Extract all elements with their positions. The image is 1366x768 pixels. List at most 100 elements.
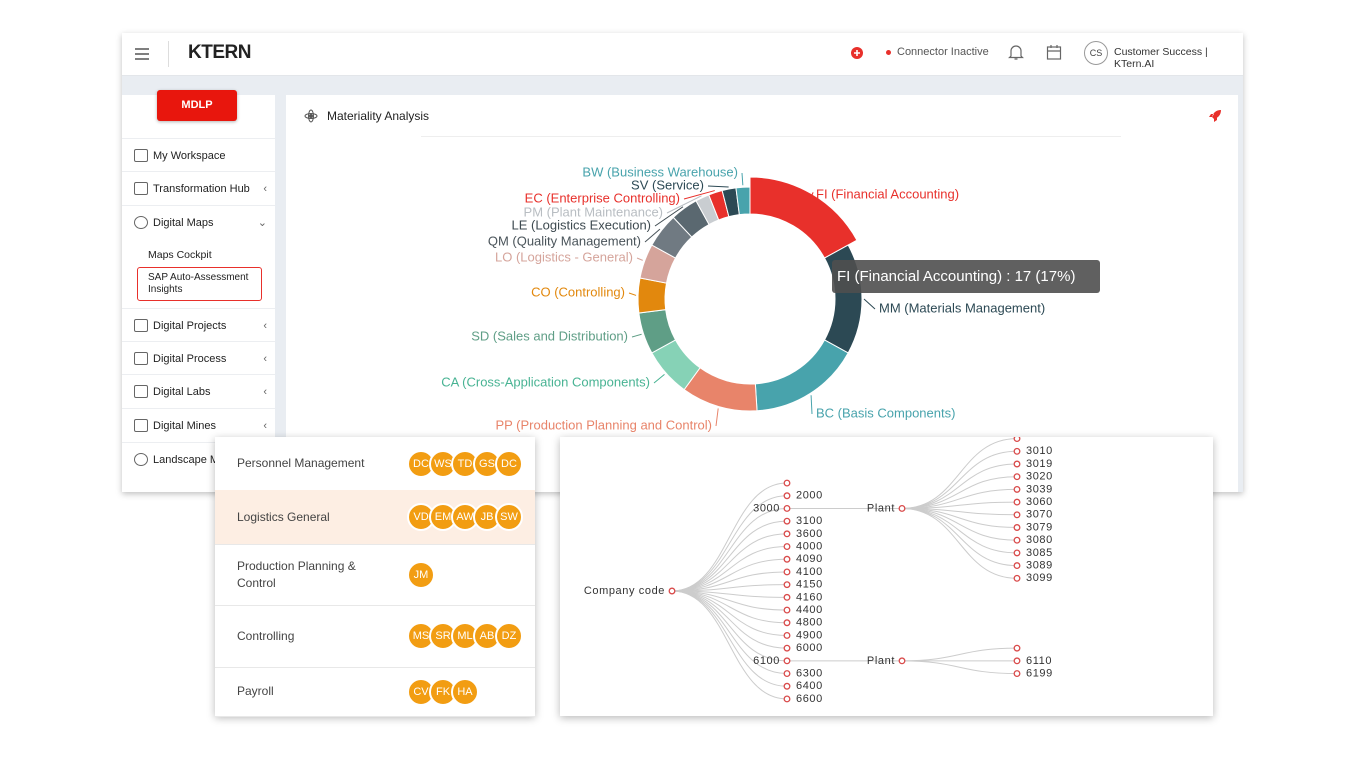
tree-node[interactable] — [783, 593, 791, 601]
tree-node[interactable] — [668, 587, 676, 595]
tree-link — [901, 476, 1018, 509]
tree-label: 3089 — [1026, 560, 1053, 572]
nav-item[interactable]: Digital Labs ‹ — [122, 374, 275, 408]
table-row: Production Planning & Control JM — [215, 544, 535, 606]
tree-node[interactable] — [898, 657, 906, 665]
tree-link — [671, 590, 788, 700]
nav-item[interactable]: Digital Maps ⌄ — [122, 205, 275, 239]
nav-item[interactable]: Transformation Hub ‹ — [122, 171, 275, 205]
tree-node[interactable] — [1013, 574, 1021, 582]
tree-node[interactable] — [1013, 447, 1021, 455]
mdlp-button[interactable]: MDLP — [157, 90, 237, 121]
tree-node[interactable] — [783, 479, 791, 487]
tree-node[interactable] — [783, 682, 791, 690]
leader-line — [628, 292, 637, 296]
tree-node[interactable] — [1013, 437, 1021, 443]
row-name: Production Planning & Control — [237, 558, 356, 590]
tree-node[interactable] — [1013, 460, 1021, 468]
tree-link — [671, 482, 788, 592]
tree-node[interactable] — [898, 505, 906, 512]
tree-node[interactable] — [783, 543, 791, 550]
calendar[interactable] — [1046, 44, 1062, 60]
tree-node[interactable] — [783, 581, 791, 589]
tree-node[interactable] — [1013, 657, 1021, 665]
connector-status[interactable]: Connector Inactive — [897, 46, 989, 58]
tooltip-box — [832, 260, 1100, 293]
chevron: ‹ — [263, 419, 267, 432]
logo[interactable]: KTERN — [188, 42, 251, 63]
tree-node[interactable] — [783, 695, 791, 703]
tree-node[interactable] — [1013, 536, 1021, 544]
tree-link — [671, 533, 788, 592]
tree-node[interactable] — [783, 670, 791, 677]
tree-node[interactable] — [1013, 549, 1021, 557]
donut-slice — [754, 339, 849, 412]
tree-node[interactable] — [783, 517, 791, 525]
avatar[interactable]: ML — [451, 622, 479, 650]
panel-icon — [304, 109, 318, 123]
tree-node[interactable] — [783, 632, 791, 639]
tree-node[interactable] — [783, 619, 791, 627]
nav-item[interactable]: Digital Projects ‹ — [122, 308, 275, 342]
tree-node[interactable] — [783, 644, 791, 652]
tree-label: 3000 — [753, 502, 780, 514]
avatar[interactable]: DZ — [495, 622, 523, 650]
tree-node[interactable] — [1013, 473, 1021, 481]
tree-node[interactable] — [783, 568, 791, 576]
tree-node[interactable] — [1013, 485, 1021, 493]
launch-button[interactable] — [1208, 109, 1222, 123]
tree-node[interactable] — [783, 555, 791, 563]
tree-node[interactable] — [1013, 670, 1021, 677]
avatar[interactable]: TD — [451, 449, 479, 478]
tree-link — [901, 463, 1018, 509]
avatar[interactable]: DC — [495, 449, 523, 478]
tree-node[interactable] — [1013, 644, 1021, 652]
nav-item[interactable]: My Workspace — [122, 138, 275, 172]
tree-node[interactable] — [1013, 562, 1021, 570]
nav-item[interactable]: Digital Process ‹ — [122, 341, 275, 375]
user-name[interactable]: Customer Success | KTern.AI — [1114, 46, 1208, 70]
tree-node[interactable] — [783, 606, 791, 614]
slice-label: PP (Production Planning and Control) — [495, 417, 712, 432]
tree-link — [901, 647, 1018, 662]
avatar[interactable]: HA — [451, 677, 479, 706]
leader-line — [636, 257, 643, 261]
add-button[interactable] — [850, 46, 864, 60]
tree-node[interactable] — [1013, 511, 1021, 519]
nav-item[interactable]: Landscape Ma — [122, 442, 275, 476]
nav-label: Transformation Hub — [153, 182, 250, 195]
donut-slice — [637, 277, 668, 314]
avatar[interactable]: JB — [473, 503, 501, 531]
icon — [134, 385, 148, 398]
avatar[interactable]: CV — [407, 677, 435, 706]
header: KTERN Connector Inactive CS Customer Suc… — [122, 33, 1243, 76]
tree-label: 6199 — [1026, 667, 1053, 679]
tree-label: 3085 — [1026, 547, 1053, 559]
tree-node[interactable] — [1013, 524, 1021, 531]
chevron: ‹ — [263, 385, 267, 398]
tree-label: 4150 — [796, 579, 823, 591]
tree-link — [671, 558, 788, 592]
notifications[interactable] — [1008, 44, 1024, 61]
chevron: ‹ — [263, 352, 267, 365]
menu-button[interactable] — [134, 47, 150, 61]
nav-item[interactable]: Digital Mines ‹ — [122, 408, 275, 442]
tree-node[interactable] — [783, 505, 791, 512]
avatar[interactable]: JM — [407, 560, 435, 589]
user-avatar[interactable]: CS — [1084, 41, 1108, 65]
sub-nav-label[interactable]: Maps Cockpit — [148, 249, 212, 261]
tree-label: 4900 — [796, 629, 823, 641]
tree-node[interactable] — [783, 530, 791, 538]
tree-label: 3010 — [1026, 445, 1053, 457]
avatar[interactable]: SW — [495, 503, 523, 531]
sub-nav-active[interactable]: SAP Auto-Assessment Insights — [137, 267, 262, 301]
tree-link — [901, 660, 1018, 675]
tree-node[interactable] — [783, 492, 791, 500]
tree-label: 3100 — [796, 515, 823, 527]
nav-label: Digital Process — [153, 352, 227, 365]
slice-label: PM (Plant Maintenance) — [524, 204, 663, 219]
tree-node[interactable] — [783, 657, 791, 665]
tree-node[interactable] — [1013, 498, 1021, 506]
slice-label: SV (Service) — [631, 177, 704, 192]
slice-label: MM (Materials Management) — [879, 300, 1045, 315]
